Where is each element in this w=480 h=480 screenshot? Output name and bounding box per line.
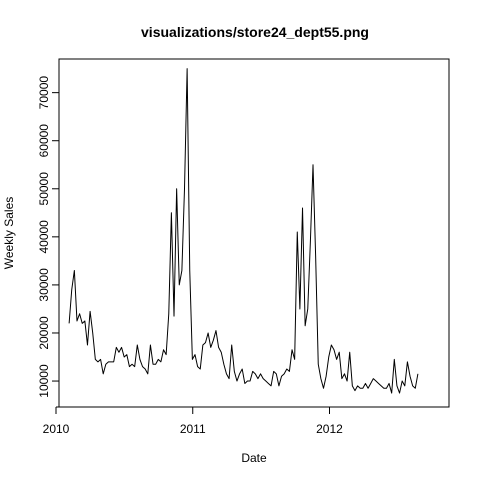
x-tick-label: 2010 <box>43 422 70 436</box>
x-axis-label: Date <box>241 451 267 465</box>
y-tick-label: 30000 <box>37 268 51 302</box>
y-tick-label: 40000 <box>37 220 51 254</box>
y-tick-label: 50000 <box>37 172 51 206</box>
y-axis-label: Weekly Sales <box>2 197 16 269</box>
series-group <box>68 68 419 394</box>
x-tick-label: 2012 <box>316 422 343 436</box>
plot-frame <box>58 58 450 408</box>
x-axis: 2010 2011 2012 <box>43 406 343 436</box>
y-tick-label: 60000 <box>37 124 51 158</box>
y-axis: 10000 20000 30000 40000 50000 60000 70000 <box>37 76 60 398</box>
y-tick-label: 70000 <box>37 76 51 110</box>
y-tick-label: 20000 <box>37 316 51 350</box>
chart-title: visualizations/store24_dept55.png <box>141 24 369 40</box>
y-tick-label: 10000 <box>37 364 51 398</box>
x-tick-label: 2011 <box>180 422 206 436</box>
series-line-0 <box>68 68 419 394</box>
